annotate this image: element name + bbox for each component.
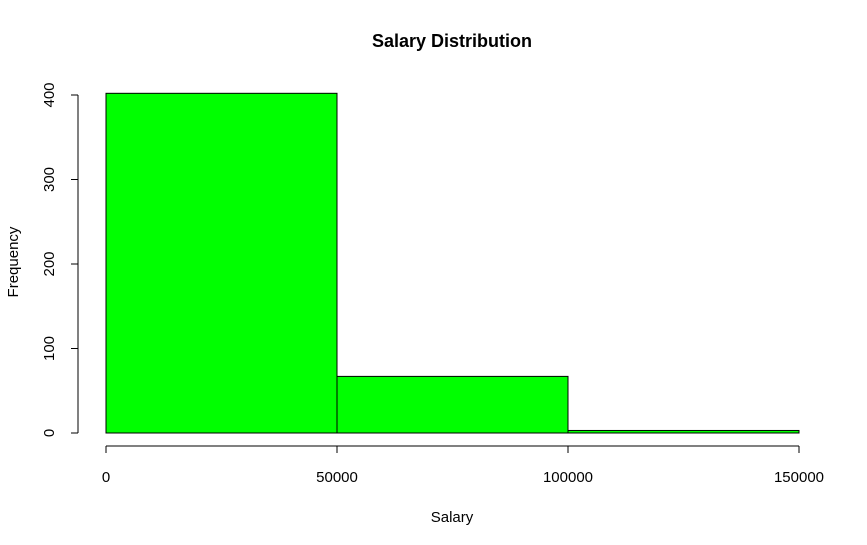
x-tick-label: 150000 [774, 469, 824, 486]
y-tick-label: 100 [41, 336, 58, 361]
x-tick-label: 100000 [543, 469, 593, 486]
bars-group [105, 92, 800, 434]
x-tick-label: 0 [102, 469, 110, 486]
chart-title: Salary Distribution [372, 31, 532, 51]
histogram-bar-3 [567, 429, 800, 434]
y-tick-label: 200 [41, 251, 58, 276]
x-axis: 0 50000 100000 150000 [102, 445, 824, 486]
x-axis-label: Salary [431, 509, 474, 526]
x-tick-label: 50000 [316, 469, 358, 486]
y-axis: 0 100 200 300 400 [41, 82, 79, 437]
histogram-bar-1 [105, 92, 338, 434]
histogram-bar-2 [336, 375, 569, 434]
y-tick-label: 300 [41, 167, 58, 192]
y-tick-label: 0 [41, 429, 58, 437]
y-axis-label: Frequency [5, 226, 22, 297]
y-tick-label: 400 [41, 82, 58, 107]
